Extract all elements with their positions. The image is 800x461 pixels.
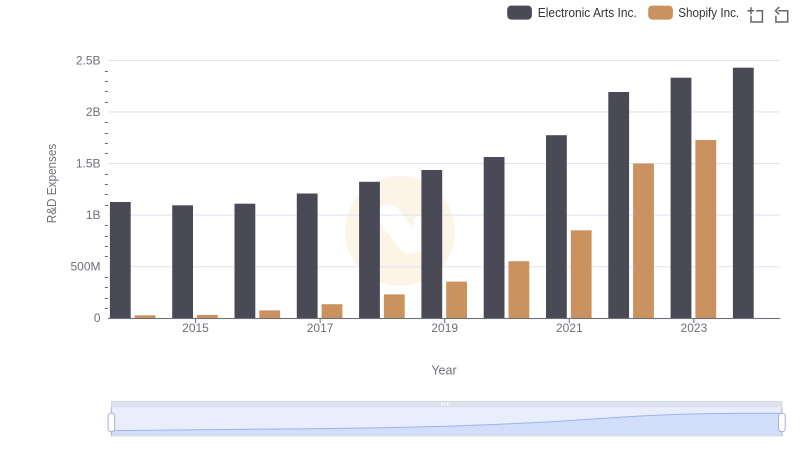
svg-text:Electronic Arts Inc.: Electronic Arts Inc. [538, 5, 637, 20]
svg-text:1.5B: 1.5B [76, 157, 101, 171]
svg-text:2015: 2015 [182, 321, 209, 335]
svg-text:R&D Expenses: R&D Expenses [45, 144, 59, 224]
svg-text:2023: 2023 [681, 321, 708, 335]
svg-text:Shopify Inc.: Shopify Inc. [678, 5, 739, 20]
svg-text:2.5B: 2.5B [76, 54, 101, 68]
svg-text:1B: 1B [86, 208, 101, 222]
svg-text:Year: Year [431, 363, 456, 377]
svg-text:2017: 2017 [307, 321, 334, 335]
svg-text:2021: 2021 [556, 321, 583, 335]
svg-text:2019: 2019 [431, 321, 458, 335]
svg-text:500M: 500M [70, 260, 100, 274]
svg-text:2B: 2B [86, 105, 101, 119]
svg-text:0: 0 [94, 311, 101, 325]
